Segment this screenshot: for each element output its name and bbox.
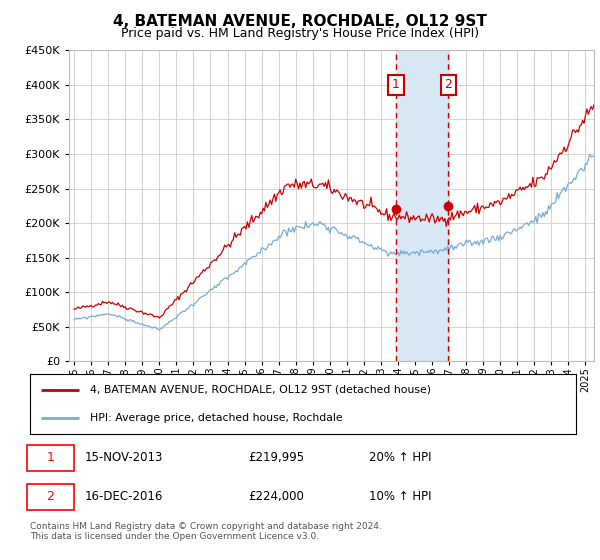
Text: Contains HM Land Registry data © Crown copyright and database right 2024.
This d: Contains HM Land Registry data © Crown c… <box>30 522 382 542</box>
FancyBboxPatch shape <box>27 445 74 471</box>
Text: HPI: Average price, detached house, Rochdale: HPI: Average price, detached house, Roch… <box>90 413 343 423</box>
Text: 2: 2 <box>445 78 452 91</box>
Text: 15-NOV-2013: 15-NOV-2013 <box>85 451 163 464</box>
Text: 10% ↑ HPI: 10% ↑ HPI <box>368 491 431 503</box>
Text: 20% ↑ HPI: 20% ↑ HPI <box>368 451 431 464</box>
Text: 4, BATEMAN AVENUE, ROCHDALE, OL12 9ST (detached house): 4, BATEMAN AVENUE, ROCHDALE, OL12 9ST (d… <box>90 385 431 395</box>
Text: Price paid vs. HM Land Registry's House Price Index (HPI): Price paid vs. HM Land Registry's House … <box>121 27 479 40</box>
Text: £224,000: £224,000 <box>248 491 304 503</box>
Text: 1: 1 <box>47 451 55 464</box>
Text: 4, BATEMAN AVENUE, ROCHDALE, OL12 9ST: 4, BATEMAN AVENUE, ROCHDALE, OL12 9ST <box>113 14 487 29</box>
Text: 2: 2 <box>47 491 55 503</box>
Text: 16-DEC-2016: 16-DEC-2016 <box>85 491 163 503</box>
Text: 1: 1 <box>392 78 400 91</box>
Bar <box>396 50 448 361</box>
FancyBboxPatch shape <box>27 484 74 510</box>
Text: £219,995: £219,995 <box>248 451 305 464</box>
